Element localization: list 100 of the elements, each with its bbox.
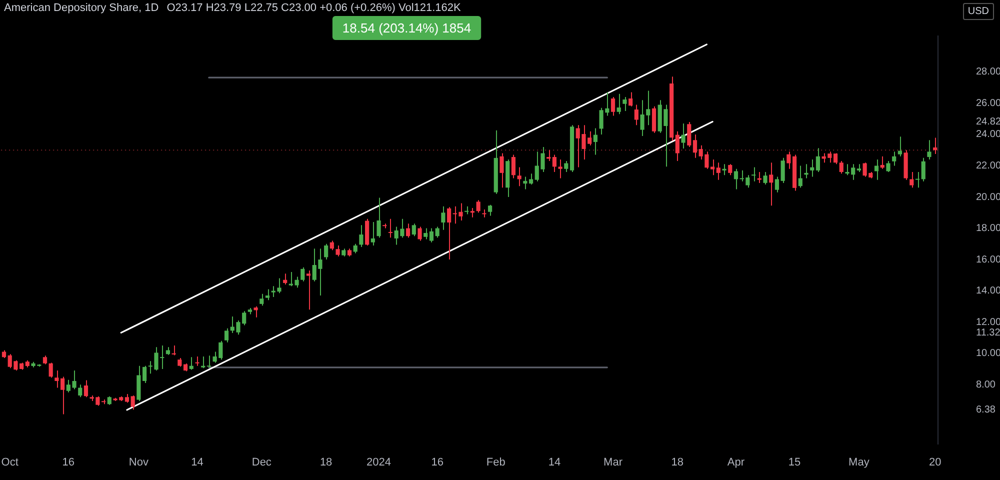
candlestick <box>429 228 434 243</box>
candlestick <box>435 226 440 238</box>
candlestick <box>716 162 720 180</box>
candlestick <box>283 273 288 286</box>
candlestick <box>816 148 820 172</box>
candlestick <box>616 93 621 115</box>
x-tick-label: 2024 <box>366 456 392 469</box>
x-tick-label: 18 <box>320 456 332 469</box>
candlestick <box>359 224 364 248</box>
candlestick <box>201 356 206 369</box>
candlestick <box>224 328 229 343</box>
candlestick <box>692 134 698 158</box>
x-tick-label: Apr <box>727 456 745 469</box>
candlestick <box>265 288 270 301</box>
x-tick-label: May <box>848 456 870 469</box>
x-tick-label: 14 <box>191 456 204 469</box>
candlestick <box>910 172 914 188</box>
candlestick <box>552 154 556 172</box>
candlestick <box>610 96 616 116</box>
candlestick <box>652 106 656 134</box>
x-tick-label: 14 <box>548 456 561 469</box>
x-tick-label: Feb <box>486 456 506 469</box>
annotation: 18.54 (203.14%) 1854 <box>342 20 472 36</box>
candlestick <box>528 173 534 186</box>
candlestick <box>365 218 370 246</box>
y-tick-label: 8.00 <box>976 379 996 390</box>
y-axis-title: USD <box>962 3 994 20</box>
candlestick <box>353 243 358 254</box>
candlestick <box>886 160 890 172</box>
candlestick <box>130 395 135 410</box>
candlestick <box>418 226 422 242</box>
candlestick <box>751 166 756 182</box>
x-tick-label: 16 <box>62 456 75 469</box>
candlestick <box>839 160 844 174</box>
candlestick <box>898 136 902 157</box>
candlestick <box>774 176 780 193</box>
candlestick <box>681 123 686 150</box>
candlestick <box>622 96 627 112</box>
candlestick <box>324 243 328 260</box>
candlestick <box>424 228 428 240</box>
candlestick <box>206 355 212 368</box>
candlestick <box>558 158 562 179</box>
candlestick <box>728 164 732 176</box>
chart-title: American Depository Share, 1D <box>4 2 159 14</box>
candlestick <box>798 165 802 188</box>
candlestick <box>500 152 504 188</box>
candlestick <box>786 151 791 170</box>
candlestick <box>523 176 528 190</box>
candlestick <box>810 158 814 178</box>
candlestick <box>189 356 194 370</box>
candlestick <box>336 244 340 257</box>
candlestick <box>78 384 82 398</box>
candlestick <box>874 158 879 180</box>
y-tick-label: 11.32 <box>976 327 1000 338</box>
candlestick <box>254 306 258 318</box>
candlestick <box>476 200 480 214</box>
candlestick <box>482 209 486 218</box>
candlestick <box>780 157 785 184</box>
candlestick <box>769 162 774 206</box>
candlestick <box>511 154 516 179</box>
candlestick <box>412 223 416 237</box>
candlestick <box>517 166 522 187</box>
candlestick <box>687 121 692 148</box>
x-tick-label: Nov <box>128 456 149 469</box>
candlestick <box>330 240 334 251</box>
candlestick <box>441 206 446 230</box>
candlestick <box>406 223 410 238</box>
candlestick <box>675 130 680 162</box>
candlestick <box>306 270 311 310</box>
candlestick <box>376 197 381 238</box>
candlestick <box>593 128 598 156</box>
candlestick <box>84 380 88 398</box>
x-tick-label: 16 <box>431 456 444 469</box>
candlestick <box>300 266 305 282</box>
x-tick-label: 15 <box>788 456 801 469</box>
candlestick <box>833 152 838 165</box>
candlestick <box>470 207 475 218</box>
candlestick <box>628 92 633 107</box>
x-tick-label: 20 <box>928 456 942 469</box>
candlestick <box>634 104 638 126</box>
candlestick <box>880 156 884 170</box>
candlestick <box>142 365 147 384</box>
candlestick <box>564 160 568 172</box>
candlestick <box>763 172 768 186</box>
candlestick <box>388 218 393 238</box>
y-tick-label: 6.38 <box>976 404 996 416</box>
x-tick-label: Mar <box>604 456 623 469</box>
candlestick <box>710 158 715 176</box>
candlestick <box>260 293 264 306</box>
candlestick <box>892 151 896 166</box>
candlestick <box>804 164 808 179</box>
x-tick-label: Oct <box>1 456 18 469</box>
chart-subtitle: O23.17 H23.79 L22.75 C23.00 +0.06 (+0.26%) Vol121.162K <box>166 2 461 14</box>
x-tick-label: 18 <box>671 456 684 469</box>
candlestick <box>722 164 726 176</box>
candlestick <box>446 206 452 260</box>
candlestick <box>488 204 492 216</box>
candlestick <box>933 137 938 155</box>
candlestick <box>370 222 375 246</box>
candlestick <box>927 140 932 160</box>
